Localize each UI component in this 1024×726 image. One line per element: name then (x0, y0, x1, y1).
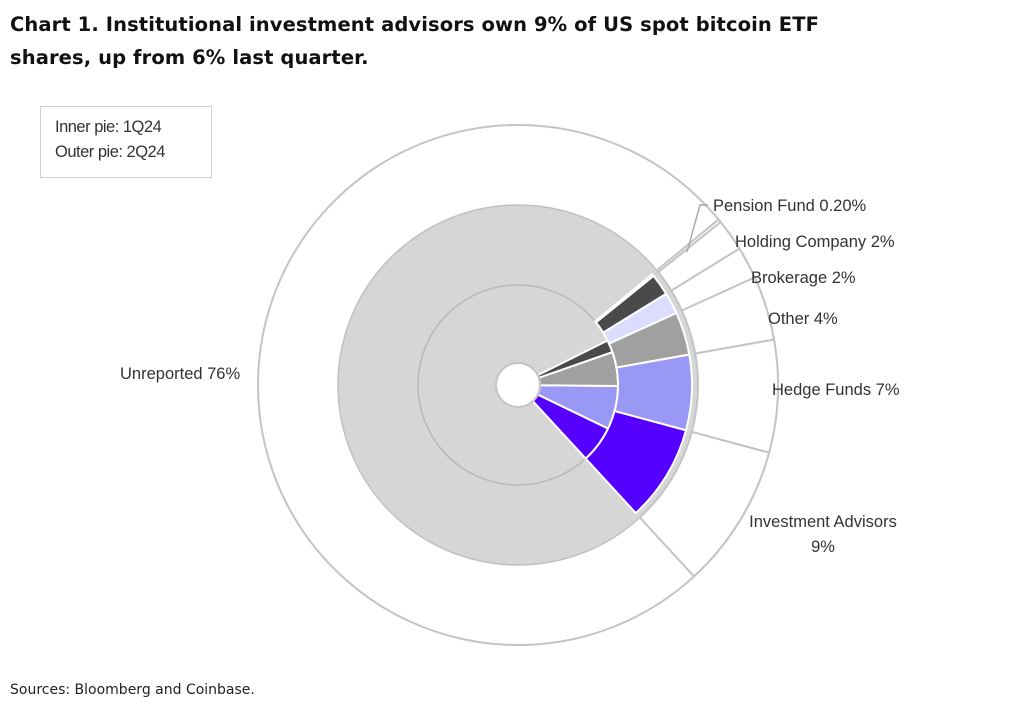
label-wedge-hedge-funds (690, 338, 779, 454)
label-brokerage: Brokerage 2% (751, 269, 856, 287)
chart-title: Chart 1. Institutional investment adviso… (10, 8, 819, 74)
label-pension-fund: Pension Fund 0.20% (713, 197, 867, 215)
label-hedge-funds: Hedge Funds 7% (772, 381, 900, 399)
label-other: Other 4% (768, 310, 838, 328)
label-investment-advisors: Investment Advisors (749, 513, 897, 531)
chart-title-line-1: Chart 1. Institutional investment adviso… (10, 13, 820, 36)
legend-inner-pie: Inner pie: 1Q24 (55, 118, 162, 136)
outer-slice-pension-fund (593, 272, 655, 324)
legend-outer-pie: Outer pie: 2Q24 (55, 143, 165, 161)
chart-title-line-2: shares, up from 6% last quarter. (10, 46, 369, 69)
center-hole (495, 362, 541, 408)
label-holding-company: Holding Company 2% (735, 233, 895, 251)
label-unreported: Unreported 76% (120, 365, 240, 383)
legend-box: Inner pie: 1Q24 Outer pie: 2Q24 (40, 106, 212, 178)
pension-fund-leader-line (686, 204, 708, 253)
label-investment-advisors-value: 9% (811, 538, 835, 556)
source-note: Sources: Bloomberg and Coinbase. (10, 682, 255, 698)
